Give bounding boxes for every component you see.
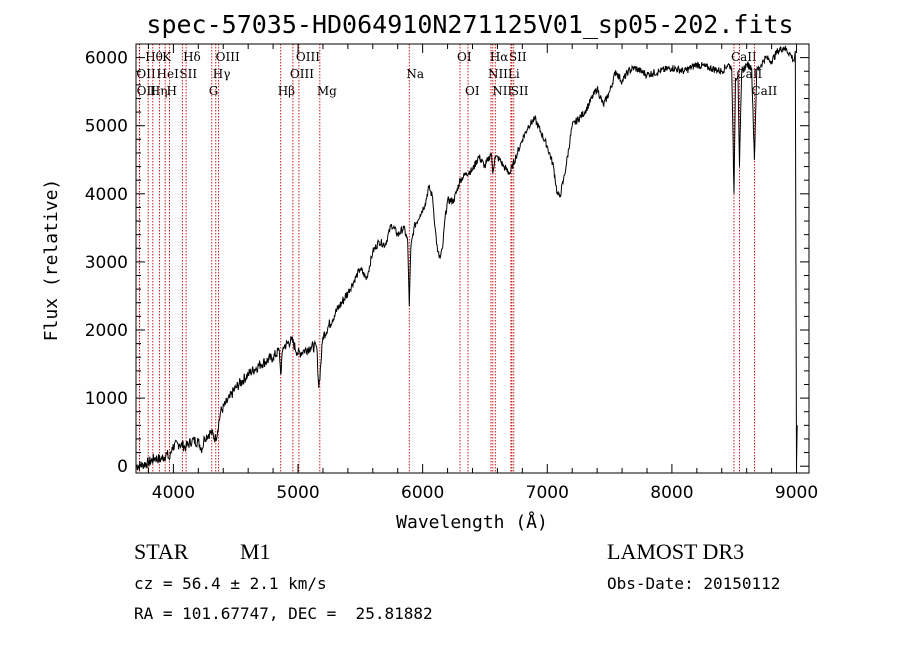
y-tick-label-2: 2000 xyxy=(85,321,128,341)
line-marker-label-8: Hδ xyxy=(183,50,201,64)
x-axis-label: Wavelength (Å) xyxy=(396,511,548,533)
line-marker-label-9: OIII xyxy=(216,50,240,64)
line-marker-label-12: Hβ xyxy=(278,84,295,98)
x-tick-label-0: 4000 xyxy=(152,483,195,503)
chart-title: spec-57035-HD064910N271125V01_sp05-202.f… xyxy=(146,10,793,39)
line-marker-label-14: OIII xyxy=(290,67,314,81)
redshift-cz: cz = 56.4 ± 2.1 km/s xyxy=(134,574,327,593)
line-marker-label-25: CaII xyxy=(731,50,757,64)
line-marker-label-19: Hα xyxy=(490,50,509,64)
y-tick-label-5: 5000 xyxy=(85,117,128,137)
line-marker-label-21: NII xyxy=(492,84,512,98)
line-marker-label-13: OIII xyxy=(296,50,320,64)
y-tick-label-4: 4000 xyxy=(85,185,128,205)
line-marker-label-17: OI xyxy=(457,50,472,64)
line-marker-label-0: Hθ xyxy=(145,50,163,64)
survey-name: LAMOST DR3 xyxy=(607,539,745,564)
line-marker-label-10: Hγ xyxy=(213,67,231,81)
plot-frame xyxy=(135,43,810,474)
plot-area xyxy=(136,45,798,471)
object-subclass: M1 xyxy=(240,539,271,564)
x-tick-label-1: 5000 xyxy=(276,483,319,503)
line-marker-label-11: G xyxy=(209,84,219,98)
line-marker-label-18: OI xyxy=(465,84,480,98)
object-class: STAR xyxy=(134,539,189,564)
line-marker-label-7: SII xyxy=(179,67,197,81)
line-marker-label-5: K xyxy=(162,50,172,64)
coordinates: RA = 101.67747, DEC = 25.81882 xyxy=(134,604,433,623)
line-marker-label-22: SII xyxy=(509,50,527,64)
x-tick-label-2: 6000 xyxy=(401,483,444,503)
spectrum-line xyxy=(136,45,798,471)
y-axis-label: Flux (relative) xyxy=(41,179,62,342)
y-tick-label-0: 0 xyxy=(117,457,128,477)
line-marker-label-15: Mg xyxy=(317,84,337,98)
x-tick-label-4: 8000 xyxy=(650,483,693,503)
y-tick-label-3: 3000 xyxy=(85,253,128,273)
line-marker-label-6: H xyxy=(167,84,177,98)
line-marker-label-1: OII xyxy=(136,67,156,81)
x-tick-label-3: 7000 xyxy=(526,483,569,503)
line-marker-label-27: CaII xyxy=(751,84,777,98)
x-tick-label-5: 9000 xyxy=(775,483,818,503)
axis-ticks: 4000 5000 6000 7000 8000 9000 0 1000 2000 3000 400… xyxy=(85,43,818,503)
line-marker-label-24: SII xyxy=(511,84,529,98)
y-tick-label-1: 1000 xyxy=(85,389,128,409)
line-marker-label-20: NII xyxy=(488,67,508,81)
line-marker-label-2: OII xyxy=(137,84,157,98)
y-tick-label-6: 6000 xyxy=(85,49,128,69)
line-marker-label-16: Na xyxy=(406,67,424,81)
line-marker-label-4: HeI xyxy=(157,67,180,81)
observation-date: Obs-Date: 20150112 xyxy=(607,574,781,593)
line-marker-label-3: Hη xyxy=(150,84,168,98)
